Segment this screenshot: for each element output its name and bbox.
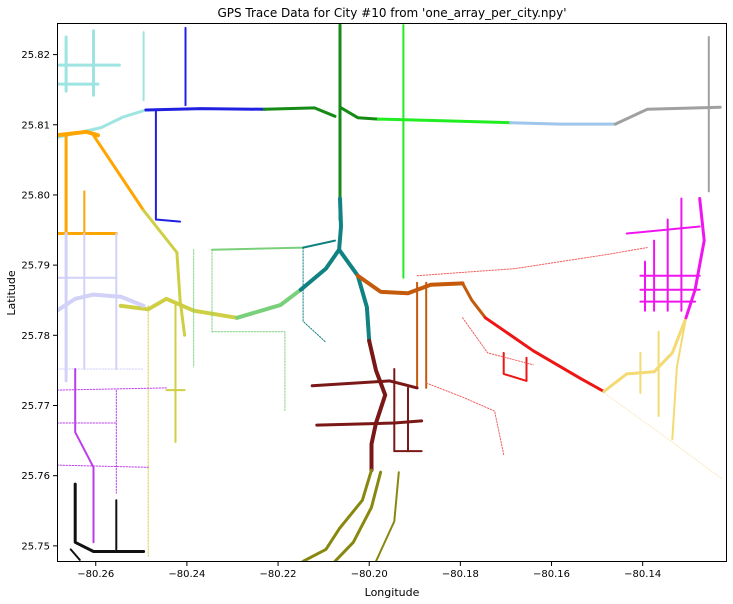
gps-trace-41 xyxy=(483,316,606,393)
chart-title: GPS Trace Data for City #10 from 'one_ar… xyxy=(217,6,566,20)
y-axis: 25.75 25.76 25.77 25.78 25.79 25.80 25.81 25.82 xyxy=(21,50,57,552)
gps-trace-10 xyxy=(262,106,337,118)
gps-trace-15 xyxy=(509,121,617,126)
gps-trace-82 xyxy=(333,470,383,562)
x-tick-label: −80.14 xyxy=(624,569,661,580)
y-tick-label: 25.82 xyxy=(21,50,50,61)
gps-trace-72 xyxy=(73,482,146,553)
gps-trace-81 xyxy=(301,468,373,562)
gps-trace-37 xyxy=(355,273,465,296)
x-axis-label: Longitude xyxy=(365,586,420,599)
x-axis: −80.26 −80.24 −80.22 −80.20 −80.18 −80.16 −80.… xyxy=(77,562,661,580)
plot-frame xyxy=(57,23,727,562)
gps-trace-29 xyxy=(211,246,305,251)
gps-trace-23 xyxy=(142,208,187,337)
gps-trace-6 xyxy=(144,107,266,112)
y-tick-label: 25.79 xyxy=(21,261,50,272)
gps-trace-43 xyxy=(416,247,648,277)
gps-trace-71 xyxy=(57,464,149,468)
x-tick-label: −80.18 xyxy=(442,569,479,580)
gps-trace-42 xyxy=(502,351,528,382)
gps-trace-28 xyxy=(235,287,303,320)
gps-trace-40 xyxy=(461,281,487,320)
gps-trace-48 xyxy=(671,316,687,441)
y-tick-label: 25.76 xyxy=(21,471,50,482)
gps-trace-76 xyxy=(310,379,419,390)
gps-trace-44 xyxy=(462,317,534,366)
gps-trace-35 xyxy=(302,239,336,249)
plot-area xyxy=(57,23,723,562)
gps-trace-12 xyxy=(338,105,380,121)
gps-trace-47 xyxy=(652,316,688,374)
gps-trace-46 xyxy=(602,370,656,393)
x-tick-label: −80.26 xyxy=(77,569,114,580)
x-tick-label: −80.16 xyxy=(533,569,570,580)
gps-trace-75 xyxy=(367,338,388,473)
y-tick-label: 25.77 xyxy=(21,401,50,412)
gps-trace-19 xyxy=(92,133,146,212)
gps-trace-9 xyxy=(154,218,182,223)
gps-trace-74 xyxy=(69,548,81,561)
gps-trace-83 xyxy=(375,471,400,562)
x-tick-label: −80.22 xyxy=(260,569,297,580)
gps-trace-16 xyxy=(613,105,722,126)
gps-trace-52 xyxy=(684,197,706,320)
gps-trace-36 xyxy=(302,247,327,343)
y-axis-label: Latitude xyxy=(5,270,18,316)
gps-trace-24 xyxy=(118,296,239,320)
gps-trace-68 xyxy=(57,387,167,391)
x-tick-label: −80.20 xyxy=(351,569,388,580)
gps-trace-67 xyxy=(74,368,95,544)
gps-trace-61 xyxy=(57,292,146,313)
gps-trace-13 xyxy=(376,117,512,125)
y-tick-label: 25.78 xyxy=(21,331,50,342)
x-tick-label: −80.24 xyxy=(168,569,205,580)
gps-trace-60 xyxy=(625,225,701,235)
gps-trace-32 xyxy=(211,331,286,412)
y-tick-label: 25.75 xyxy=(21,541,50,552)
gps-trace-51 xyxy=(603,392,723,480)
y-tick-label: 25.80 xyxy=(21,190,50,201)
y-tick-label: 25.81 xyxy=(21,120,50,131)
gps-trace-34 xyxy=(337,247,372,343)
gps-trace-45 xyxy=(425,382,505,456)
